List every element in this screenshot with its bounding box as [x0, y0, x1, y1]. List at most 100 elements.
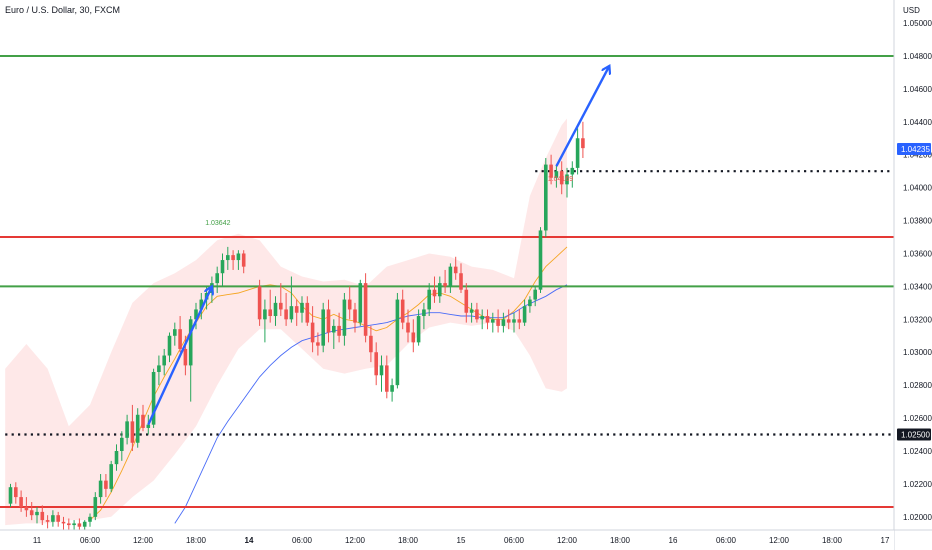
candle-up[interactable]: [35, 511, 39, 516]
candle-up[interactable]: [300, 302, 304, 313]
candle-down[interactable]: [45, 520, 50, 522]
candle-up[interactable]: [194, 309, 198, 320]
candle-down[interactable]: [241, 253, 246, 267]
candle-down[interactable]: [326, 309, 331, 333]
candle-down[interactable]: [517, 319, 522, 323]
candle-up[interactable]: [528, 299, 532, 307]
candle-down[interactable]: [268, 309, 272, 317]
candle-down[interactable]: [56, 515, 60, 522]
candle-up[interactable]: [109, 464, 113, 489]
candle-down[interactable]: [406, 322, 410, 333]
candle-up[interactable]: [501, 319, 506, 326]
candle-up[interactable]: [416, 316, 421, 343]
candle-up[interactable]: [215, 273, 219, 284]
candle-up[interactable]: [321, 309, 325, 346]
candle-down[interactable]: [475, 309, 479, 320]
candle-down[interactable]: [284, 309, 288, 320]
candle-down[interactable]: [141, 414, 145, 428]
candle-down[interactable]: [130, 421, 135, 443]
candle-up[interactable]: [480, 316, 484, 320]
candle-down[interactable]: [19, 497, 23, 507]
candle-up[interactable]: [358, 283, 363, 323]
trend-arrow[interactable]: [147, 286, 212, 426]
candle-down[interactable]: [559, 171, 564, 185]
candle-up[interactable]: [332, 325, 336, 333]
candle-up[interactable]: [135, 414, 140, 443]
candle-down[interactable]: [506, 319, 511, 323]
candle-down[interactable]: [374, 352, 378, 376]
candle-up[interactable]: [114, 450, 119, 465]
candle-down[interactable]: [411, 332, 416, 343]
candle-down[interactable]: [459, 273, 463, 290]
candle-up[interactable]: [125, 421, 129, 438]
candle-up[interactable]: [565, 174, 569, 185]
candle-down[interactable]: [363, 283, 368, 336]
candle-up[interactable]: [512, 319, 516, 323]
candle-up[interactable]: [342, 299, 347, 336]
candle-up[interactable]: [226, 255, 230, 261]
candle-down[interactable]: [581, 138, 585, 149]
candle-down[interactable]: [14, 487, 18, 498]
candlestick-series[interactable]: [8, 121, 585, 532]
candle-down[interactable]: [310, 322, 315, 343]
candle-down[interactable]: [294, 306, 299, 313]
candle-up[interactable]: [236, 253, 241, 261]
candle-up[interactable]: [167, 335, 172, 356]
candle-up[interactable]: [422, 309, 426, 317]
horizontal-levels[interactable]: [0, 54, 894, 508]
candle-up[interactable]: [220, 260, 225, 274]
candle-down[interactable]: [485, 316, 490, 323]
price-axis[interactable]: [894, 0, 932, 550]
candle-up[interactable]: [88, 516, 92, 522]
candle-up[interactable]: [82, 521, 87, 527]
candle-down[interactable]: [549, 164, 553, 178]
candle-down[interactable]: [464, 289, 469, 313]
candle-up[interactable]: [448, 266, 453, 287]
candle-down[interactable]: [183, 348, 188, 366]
candle-up[interactable]: [570, 167, 575, 175]
candle-down[interactable]: [496, 319, 500, 326]
candle-up[interactable]: [469, 309, 474, 313]
candle-down[interactable]: [316, 342, 320, 346]
candle-up[interactable]: [199, 299, 204, 310]
candle-down[interactable]: [29, 510, 34, 516]
candle-up[interactable]: [390, 385, 394, 392]
candle-up[interactable]: [522, 306, 527, 323]
candle-down[interactable]: [67, 523, 71, 526]
candle-down[interactable]: [347, 299, 352, 310]
candle-up[interactable]: [263, 309, 267, 320]
candle-up[interactable]: [8, 487, 13, 504]
candle-down[interactable]: [61, 521, 66, 524]
candle-down[interactable]: [104, 480, 108, 489]
candle-up[interactable]: [438, 283, 442, 297]
candle-down[interactable]: [231, 255, 235, 261]
candle-down[interactable]: [24, 506, 29, 511]
candle-down[interactable]: [257, 286, 262, 320]
candle-down[interactable]: [432, 289, 437, 297]
candle-up[interactable]: [544, 164, 548, 231]
candle-down[interactable]: [279, 302, 283, 310]
candle-down[interactable]: [337, 325, 341, 336]
candle-up[interactable]: [538, 230, 543, 290]
candle-down[interactable]: [353, 309, 357, 323]
time-axis[interactable]: [0, 530, 894, 550]
candle-down[interactable]: [385, 365, 389, 392]
candle-up[interactable]: [157, 365, 161, 372]
candle-down[interactable]: [305, 302, 310, 323]
candle-down[interactable]: [40, 511, 45, 521]
candle-up[interactable]: [554, 171, 559, 178]
candle-up[interactable]: [188, 319, 193, 366]
candle-up[interactable]: [273, 302, 278, 317]
candle-down[interactable]: [453, 266, 458, 274]
candle-up[interactable]: [379, 365, 384, 376]
candle-up[interactable]: [93, 497, 98, 517]
candle-down[interactable]: [369, 335, 373, 353]
candle-up[interactable]: [395, 299, 400, 386]
candle-up[interactable]: [491, 319, 495, 323]
candle-up[interactable]: [146, 424, 151, 428]
candle-up[interactable]: [289, 306, 294, 320]
candle-down[interactable]: [443, 283, 447, 287]
trend-arrows[interactable]: [147, 66, 609, 426]
candle-up[interactable]: [162, 355, 166, 366]
